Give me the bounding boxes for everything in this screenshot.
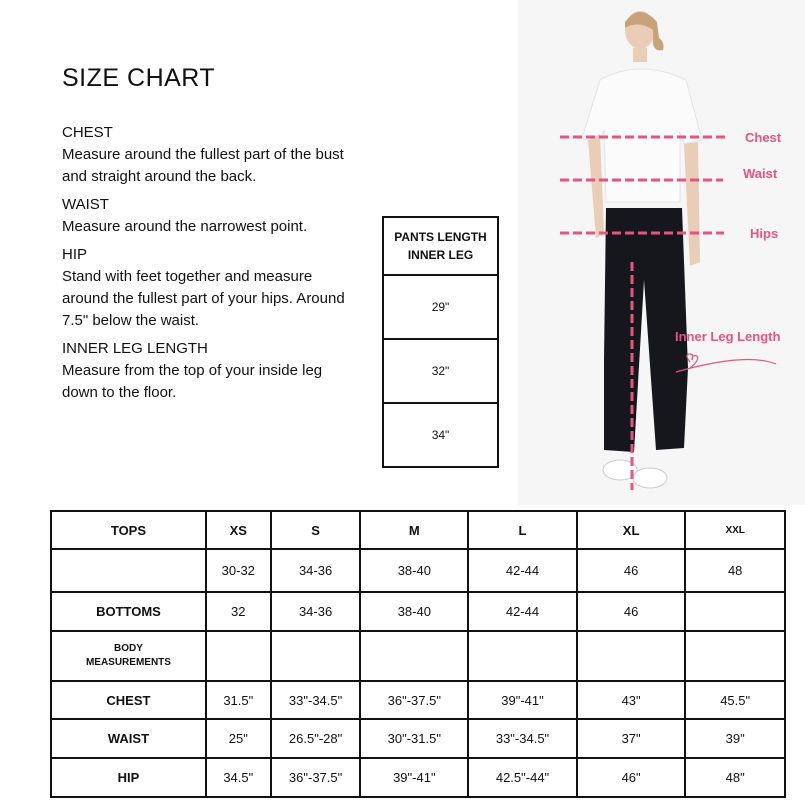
header-line: PANTS LENGTH xyxy=(394,230,487,244)
table-cell: 39" xyxy=(684,718,786,759)
table-row: HIP 34.5" 36"-37.5" 39"-41" 42.5"-44" 46… xyxy=(50,757,786,798)
header-line: INNER LEG xyxy=(407,248,474,262)
row-label: WAIST xyxy=(50,718,207,759)
pants-length-table: PANTS LENGTH INNER LEG 29" 32" 34" xyxy=(382,216,499,468)
table-cell: 25" xyxy=(204,718,272,759)
measurement-guide: CHEST Measure around the fullest part of… xyxy=(62,122,362,404)
guide-heading-inner-leg: INNER LEG LENGTH xyxy=(62,340,208,357)
table-cell: 36"-37.5" xyxy=(359,680,470,720)
table-cell: 42.5"-44" xyxy=(467,757,578,798)
inner-leg-label: Inner Leg Length xyxy=(675,329,781,344)
header-cell: XXL xyxy=(684,510,786,550)
table-cell: 37" xyxy=(575,718,687,759)
guide-heading-chest: CHEST xyxy=(62,124,113,141)
table-row: WAIST 25" 26.5"-28" 30"-31.5" 33"-34.5" … xyxy=(50,718,786,759)
table-cell: 26.5"-28" xyxy=(269,718,362,759)
table-cell: 43" xyxy=(575,680,687,720)
guide-text-waist: Measure around the narrowest point. xyxy=(62,218,308,235)
table-cell xyxy=(204,630,272,682)
table-cell: 31.5" xyxy=(204,680,272,720)
table-cell xyxy=(684,630,786,682)
table-cell: 38-40 xyxy=(359,591,470,632)
header-cell: S xyxy=(269,510,362,550)
waist-label: Waist xyxy=(743,166,778,181)
table-cell: 32 xyxy=(204,591,272,632)
row-label: BODY MEASUREMENTS xyxy=(50,630,207,682)
table-header-row: TOPS XS S M L XL XXL xyxy=(50,510,786,550)
model-illustration xyxy=(560,11,777,490)
size-table: TOPS XS S M L XL XXL 30-32 34-36 38-40 4… xyxy=(50,510,786,798)
table-cell: 30"-31.5" xyxy=(359,718,470,759)
header-cell: L xyxy=(467,510,578,550)
table-cell: 46 xyxy=(575,548,687,593)
table-row: 30-32 34-36 38-40 42-44 46 48 xyxy=(50,548,786,593)
table-cell xyxy=(575,630,687,682)
table-row: CHEST 31.5" 33"-34.5" 36"-37.5" 39"-41" … xyxy=(50,680,786,720)
table-cell: 34-36 xyxy=(269,591,362,632)
header-cell: XL xyxy=(575,510,687,550)
table-cell: 30-32 xyxy=(204,548,272,593)
table-cell: 38-40 xyxy=(359,548,470,593)
guide-text-inner-leg: Measure from the top of your inside leg … xyxy=(62,362,323,401)
header-cell: TOPS xyxy=(50,510,207,550)
row-label: CHEST xyxy=(50,680,207,720)
table-row: BOTTOMS 32 34-36 38-40 42-44 46 xyxy=(50,591,786,632)
guide-heading-hip: HIP xyxy=(62,246,88,263)
pants-length-cell: 29" xyxy=(382,274,499,340)
row-label: BOTTOMS xyxy=(50,591,207,632)
table-cell: 33"-34.5" xyxy=(269,680,362,720)
pants-length-cell: 32" xyxy=(382,338,499,404)
guide-text-hip: Stand with feet together and measure aro… xyxy=(62,268,345,329)
table-cell: 39"-41" xyxy=(359,757,470,798)
table-cell: 36"-37.5" xyxy=(269,757,362,798)
table-cell xyxy=(684,591,786,632)
row-label xyxy=(50,548,207,593)
table-cell: 33"-34.5" xyxy=(467,718,578,759)
table-row: BODY MEASUREMENTS xyxy=(50,630,786,682)
guide-text-chest: Measure around the fullest part of the b… xyxy=(62,146,344,185)
table-cell: 48" xyxy=(684,757,786,798)
table-cell: 39"-41" xyxy=(467,680,578,720)
table-cell: 46" xyxy=(575,757,687,798)
table-cell: 34-36 xyxy=(269,548,362,593)
header-cell: M xyxy=(359,510,470,550)
hips-label: Hips xyxy=(750,226,779,241)
pants-length-cell: 34" xyxy=(382,402,499,468)
table-cell: 46 xyxy=(575,591,687,632)
table-cell xyxy=(269,630,362,682)
chest-label: Chest xyxy=(745,130,782,145)
row-label: HIP xyxy=(50,757,207,798)
table-cell: 48 xyxy=(684,548,786,593)
guide-heading-waist: WAIST xyxy=(62,196,109,213)
table-cell xyxy=(359,630,470,682)
table-cell: 34.5" xyxy=(204,757,272,798)
page-title: SIZE CHART xyxy=(62,64,216,92)
table-cell: 42-44 xyxy=(467,591,578,632)
header-cell: XS xyxy=(204,510,272,550)
table-cell: 45.5" xyxy=(684,680,786,720)
table-cell xyxy=(467,630,578,682)
model-photo: Chest Waist Hips Inner Leg Length xyxy=(518,0,805,505)
table-cell: 42-44 xyxy=(467,548,578,593)
pants-length-header: PANTS LENGTH INNER LEG xyxy=(382,216,499,276)
